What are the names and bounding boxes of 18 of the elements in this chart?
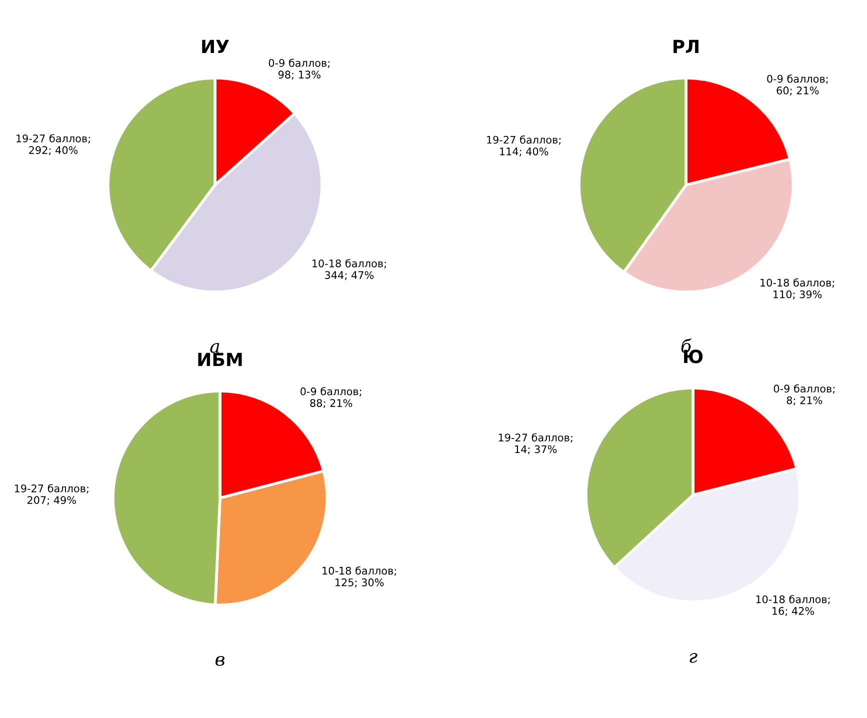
slice-label: 19-27 баллов; 207; 49% bbox=[14, 484, 88, 506]
slice-label: 19-27 баллов; 114; 40% bbox=[487, 135, 560, 156]
text: г bbox=[690, 652, 698, 663]
slice-label: 10-18 баллов; 16; 42% bbox=[756, 594, 830, 616]
slice-label: 0-9 баллов; 8; 21% bbox=[774, 384, 834, 406]
slice-label: 10-18 баллов; 125; 30% bbox=[322, 566, 396, 588]
slice-label: 10-18 баллов; 110; 39% bbox=[760, 278, 834, 300]
chart-title: ИБМ bbox=[198, 352, 242, 366]
chart-title: РЛ bbox=[674, 40, 698, 54]
slice-label: 0-9 баллов; 88; 21% bbox=[300, 387, 362, 408]
slice-label: 0-9 баллов; 60; 21% bbox=[767, 74, 828, 96]
slice-label: 19-27 баллов; 14; 37% bbox=[498, 433, 572, 454]
text: в bbox=[216, 656, 224, 666]
slice-label: 19-27 баллов; 292; 40% bbox=[16, 134, 90, 156]
slice-label: 10-18 баллов; 344; 47% bbox=[312, 259, 386, 280]
slice-label: 0-9 баллов; 98; 13% bbox=[268, 58, 330, 80]
chart-title: ИУ bbox=[202, 40, 229, 54]
text: а bbox=[210, 342, 220, 353]
